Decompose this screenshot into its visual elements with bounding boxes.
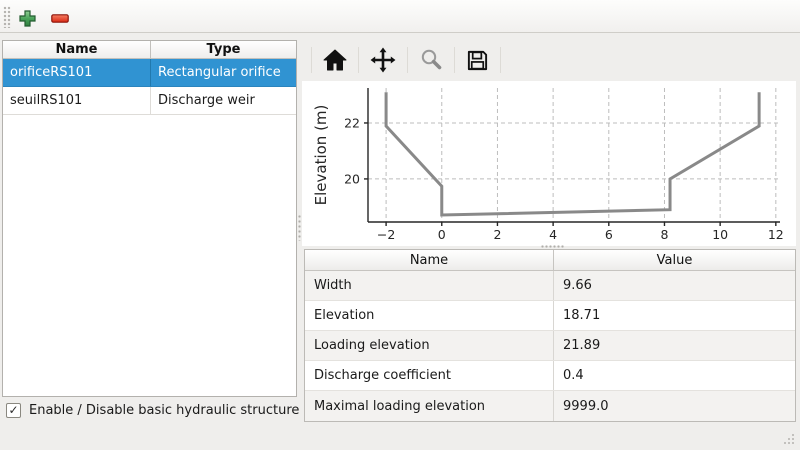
prop-name-cell: Width	[305, 271, 554, 300]
prop-value-cell[interactable]: 21.89	[563, 338, 601, 353]
toolbar-separator	[500, 47, 501, 73]
svg-text:6: 6	[605, 227, 613, 242]
svg-text:10: 10	[712, 227, 728, 242]
structure-row-orifice[interactable]: orificeRS101 Rectangular orifice	[3, 59, 296, 87]
toolbar-separator	[311, 47, 312, 73]
enable-structure-checkbox[interactable]: ✓	[6, 403, 21, 418]
plot-zoom-button[interactable]	[415, 48, 447, 72]
svg-text:4: 4	[549, 227, 557, 242]
toolbar-separator	[358, 47, 359, 73]
svg-text:12: 12	[768, 227, 784, 242]
window-resize-grip[interactable]	[784, 434, 796, 446]
structure-name-cell[interactable]: orificeRS101	[3, 59, 151, 86]
save-icon	[466, 50, 489, 75]
structures-table: Name Type orificeRS101 Rectangular orifi…	[2, 40, 297, 397]
zoom-icon	[419, 49, 443, 75]
svg-text:22: 22	[344, 115, 360, 130]
properties-table-header: Name Value	[305, 250, 795, 271]
chart-canvas[interactable]: −2 0 2 4 6 8 10 12 20 22 Elevation (m)	[302, 81, 796, 246]
svg-text:20: 20	[344, 171, 360, 186]
structures-table-header: Name Type	[3, 41, 296, 59]
structure-name-cell[interactable]: seuilRS101	[3, 87, 151, 114]
property-row-elevation[interactable]: Elevation 18.71	[305, 301, 795, 331]
structures-header-type[interactable]: Type	[206, 42, 241, 57]
enable-structure-row[interactable]: ✓ Enable / Disable basic hydraulic struc…	[6, 403, 299, 418]
structure-type-cell[interactable]: Discharge weir	[158, 93, 255, 108]
properties-table: Name Value Width 9.66 Elevation 18.71 Lo…	[304, 249, 796, 422]
plus-icon	[19, 10, 36, 30]
properties-header-name[interactable]: Name	[305, 250, 554, 270]
elevation-profile-chart[interactable]: −2 0 2 4 6 8 10 12 20 22 Elevation (m)	[302, 81, 796, 246]
prop-name-cell: Discharge coefficient	[305, 361, 554, 390]
svg-text:2: 2	[493, 227, 501, 242]
structures-header-name[interactable]: Name	[3, 41, 151, 58]
svg-text:Elevation (m): Elevation (m)	[312, 105, 330, 206]
prop-value-cell[interactable]: 9.66	[563, 278, 592, 293]
panel-splitter-handle[interactable]	[298, 215, 303, 241]
property-row-loading-elevation[interactable]: Loading elevation 21.89	[305, 331, 795, 361]
prop-value-cell[interactable]: 9999.0	[563, 398, 609, 414]
toolbar-separator	[454, 47, 455, 73]
property-row-discharge-coefficient[interactable]: Discharge coefficient 0.4	[305, 361, 795, 391]
minus-icon	[51, 11, 69, 26]
properties-header-value[interactable]: Value	[656, 252, 693, 268]
main-toolbar	[0, 0, 800, 33]
remove-structure-button[interactable]	[51, 14, 69, 23]
property-row-width[interactable]: Width 9.66	[305, 271, 795, 301]
pan-icon	[370, 47, 396, 76]
structure-row-weir[interactable]: seuilRS101 Discharge weir	[3, 87, 296, 115]
structure-type-cell[interactable]: Rectangular orifice	[158, 65, 281, 80]
svg-text:8: 8	[660, 227, 668, 242]
plot-navigation-toolbar	[304, 40, 796, 80]
plot-save-button[interactable]	[462, 49, 493, 72]
prop-name-cell: Elevation	[305, 301, 554, 330]
plot-table-splitter-handle[interactable]	[541, 245, 565, 250]
plot-pan-button[interactable]	[366, 47, 400, 73]
check-icon: ✓	[8, 403, 19, 417]
prop-name-cell: Maximal loading elevation	[305, 391, 554, 421]
add-structure-button[interactable]	[19, 10, 36, 27]
home-icon	[323, 49, 347, 74]
prop-name-cell: Loading elevation	[305, 331, 554, 360]
property-row-maximal-loading-elevation[interactable]: Maximal loading elevation 9999.0	[305, 391, 795, 421]
toolbar-grip-handle[interactable]	[3, 6, 11, 28]
enable-structure-label: Enable / Disable basic hydraulic structu…	[29, 403, 300, 418]
plot-home-button[interactable]	[319, 49, 351, 71]
svg-text:0: 0	[438, 227, 446, 242]
toolbar-separator	[407, 47, 408, 73]
svg-text:−2: −2	[377, 227, 395, 242]
prop-value-cell[interactable]: 18.71	[563, 308, 601, 323]
prop-value-cell[interactable]: 0.4	[563, 368, 584, 383]
